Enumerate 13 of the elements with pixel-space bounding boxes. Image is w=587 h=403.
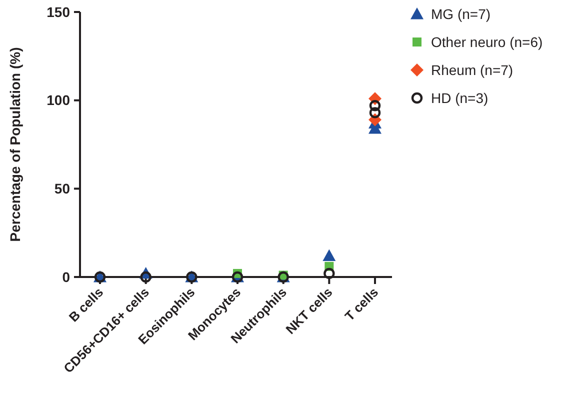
point — [369, 107, 381, 118]
point — [322, 249, 336, 261]
legend-label: HD (n=3) — [431, 90, 488, 106]
y-tick-label: 100 — [46, 92, 70, 108]
y-axis-title: Percentage of Population (%) — [7, 47, 23, 242]
legend-label: MG (n=7) — [431, 6, 491, 22]
legend-label: Rheum (n=7) — [431, 62, 514, 78]
point — [140, 271, 152, 283]
y-tick-label: 0 — [62, 268, 70, 285]
point — [324, 268, 335, 280]
y-tick-label: 150 — [46, 4, 70, 20]
y-tick-label: 50 — [54, 180, 70, 197]
legend-label: Other neuro (n=6) — [431, 34, 543, 50]
